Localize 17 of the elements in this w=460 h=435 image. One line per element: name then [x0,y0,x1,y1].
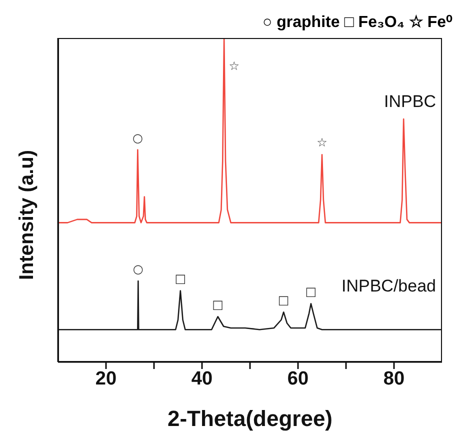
annotation: □ [305,284,317,299]
series-label: INPBC/bead [342,276,436,296]
annotation: □ [278,293,290,308]
x-axis-title: 2-Theta(degree) [167,406,333,431]
text: ○ graphite □ Fe₃O₄ ☆ Fe⁰ [262,13,452,32]
annotation: □ [212,298,224,312]
annotation: ○ [132,130,143,145]
x-tick-label: 60 [287,368,309,390]
annotation: ○ [132,262,144,276]
annotation: ☆ [316,136,328,150]
x-tick-label: 20 [95,368,117,390]
annotation: □ [174,272,186,286]
annotation: ☆ [228,59,240,73]
y-axis-title: Intensity (a.u) [16,150,38,280]
x-tick-label: 40 [191,368,213,390]
x-tick-label: 80 [383,368,405,390]
series-label: INPBC [384,92,436,111]
